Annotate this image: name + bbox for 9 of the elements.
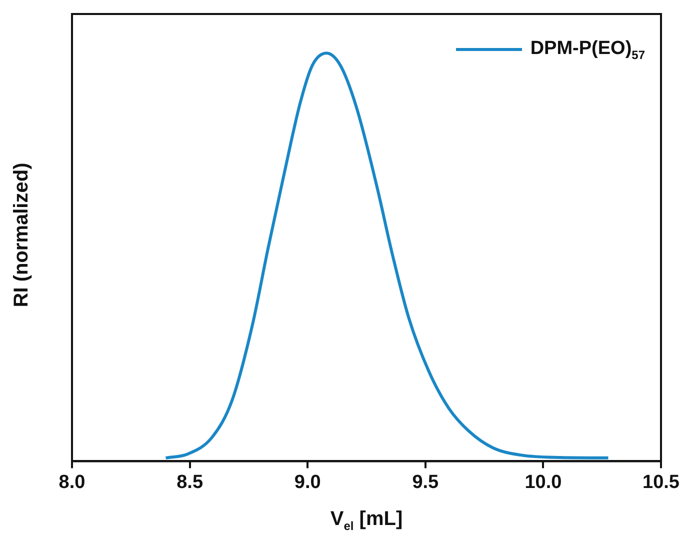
- x-tick-label: 9.5: [412, 472, 440, 493]
- y-axis-title: RI (normalized): [10, 162, 34, 308]
- x-tick-label: 10.0: [524, 472, 562, 493]
- x-tick-label: 8.5: [176, 472, 204, 493]
- legend-label: DPM-P(EO)$_{57}$: [530, 38, 645, 62]
- x-tick-label: 10.5: [642, 472, 680, 493]
- x-axis-title: V$_{el}$ [mL]: [329, 508, 404, 533]
- x-tick-label: 9.0: [294, 472, 321, 493]
- x-tick-label: 8.0: [58, 472, 86, 493]
